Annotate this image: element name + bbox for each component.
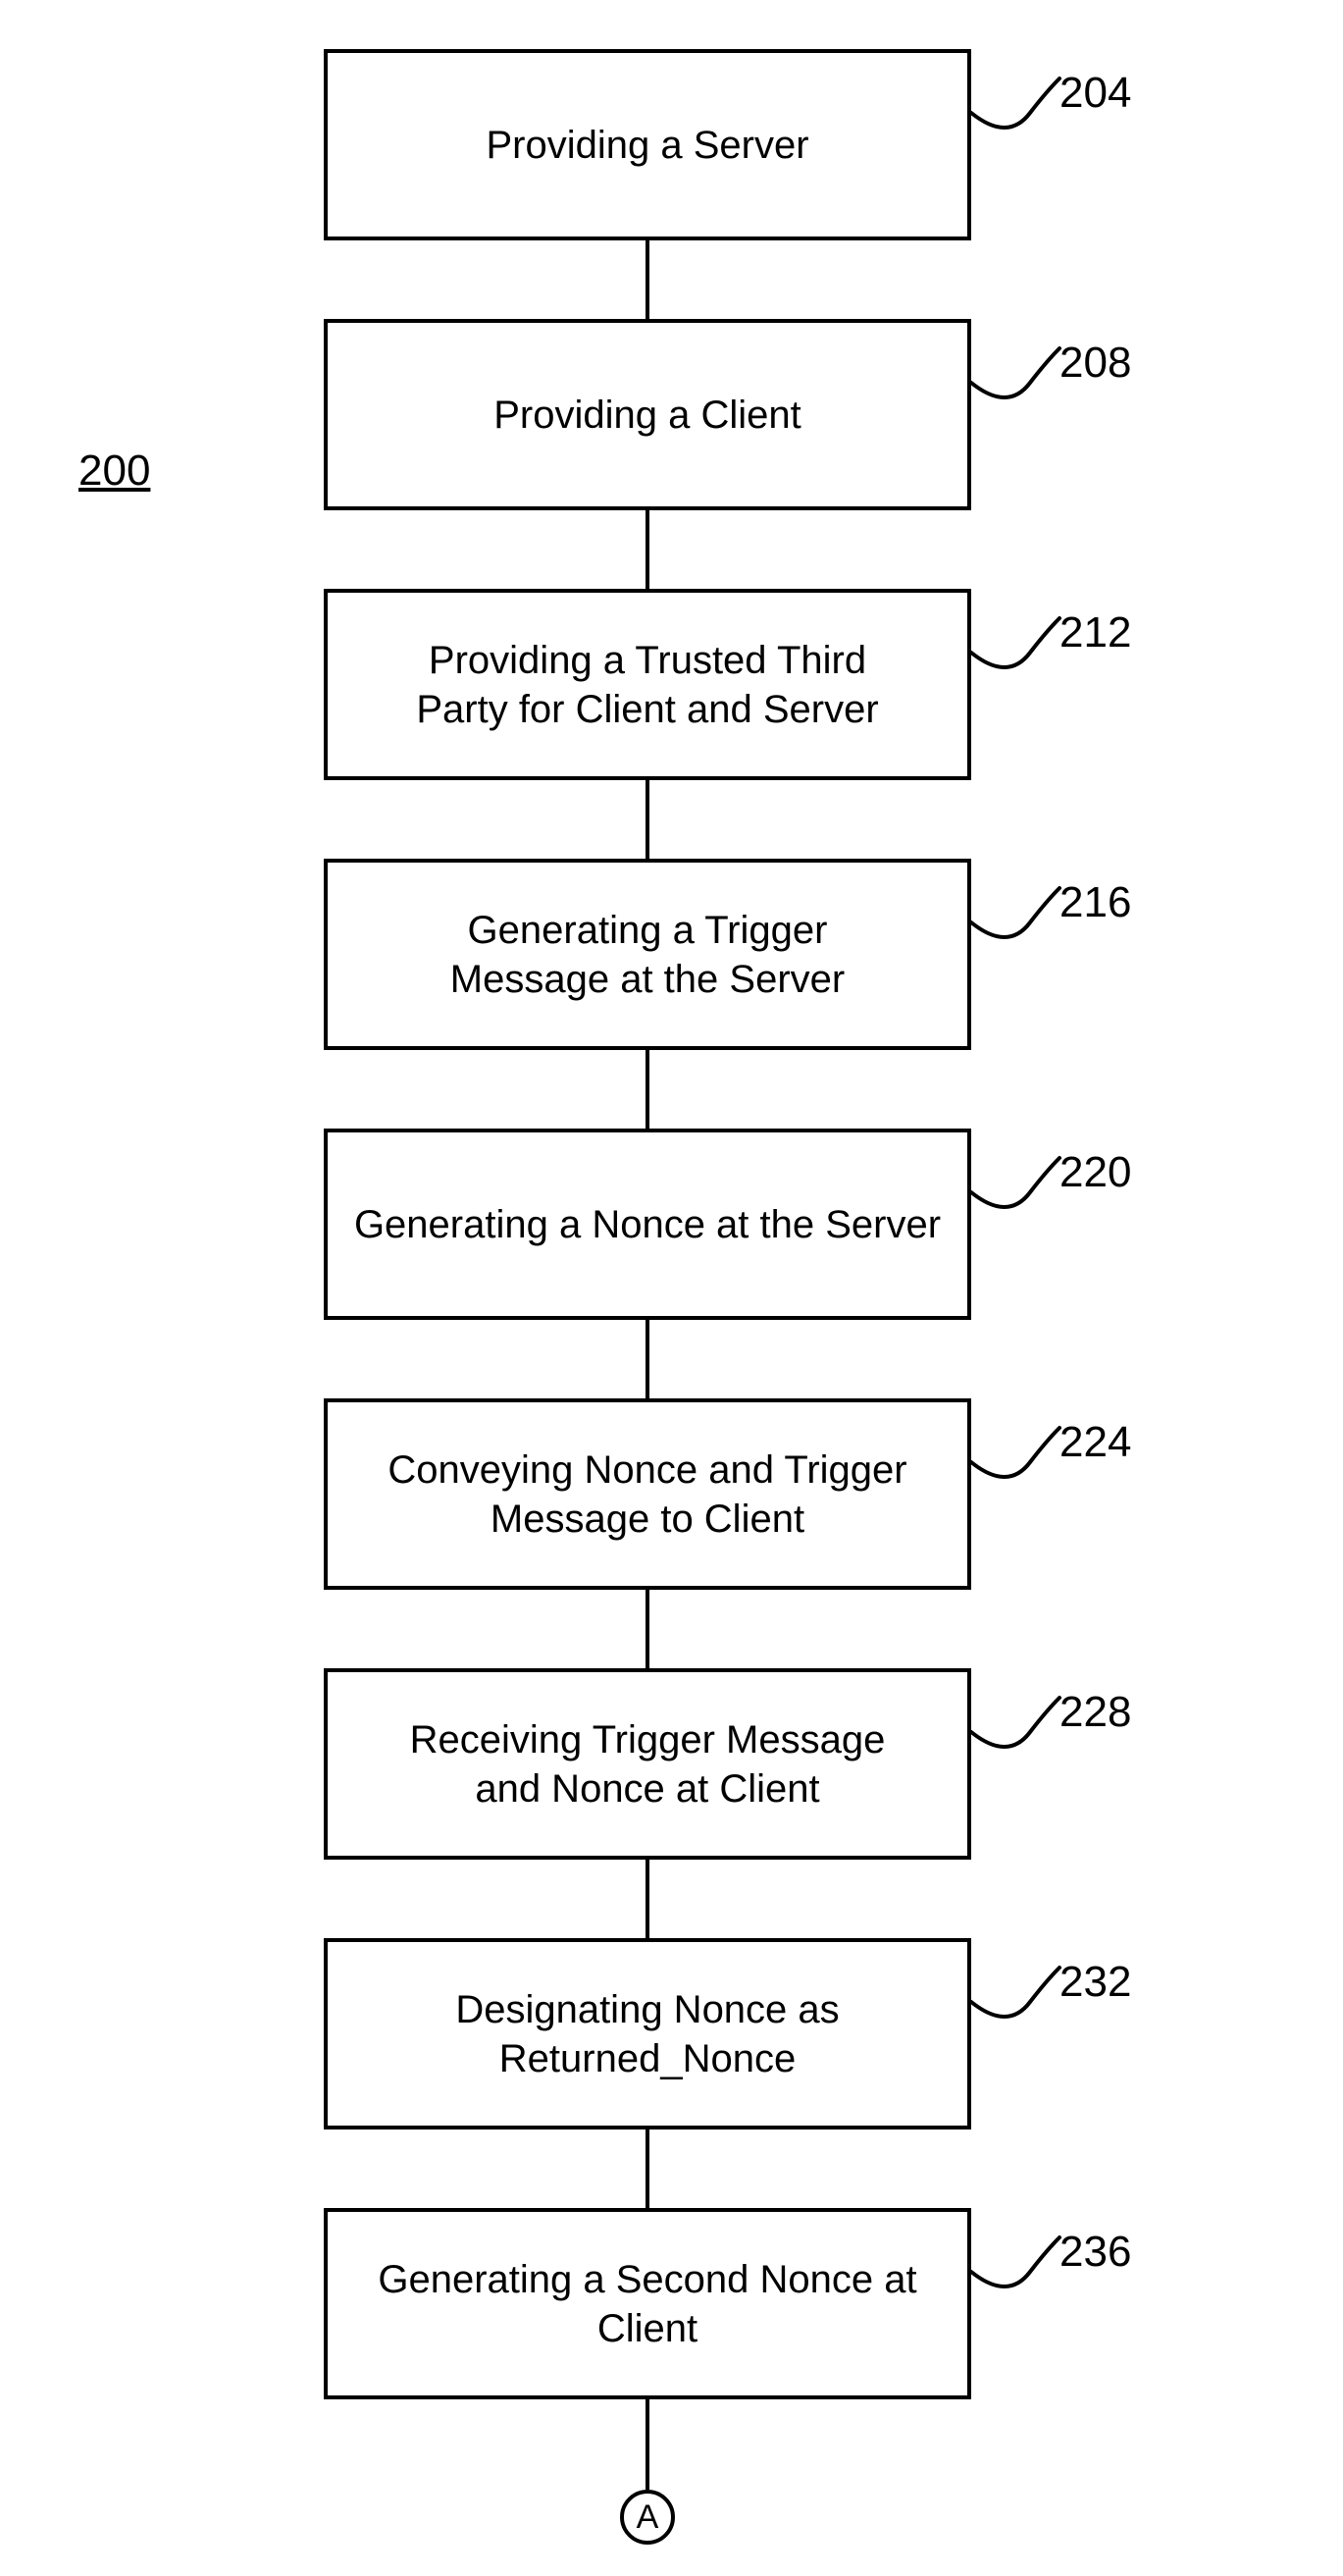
flow-step-b212: Providing a Trusted Third Party for Clie… xyxy=(324,589,971,780)
connector-232-down xyxy=(646,2129,649,2208)
connector-224-down xyxy=(646,1590,649,1668)
connector-216-down xyxy=(646,1050,649,1129)
connector-228-down xyxy=(646,1860,649,1938)
leader-curve-236 xyxy=(971,2237,1059,2306)
flow-step-b220: Generating a Nonce at the Server xyxy=(324,1129,971,1320)
off-page-connector: A xyxy=(620,2490,675,2545)
flowchart-canvas: 200 Providing a Server 204 Providing a Cli… xyxy=(0,0,1343,2576)
flow-step-b236: Generating a Second Nonce at Client xyxy=(324,2208,971,2399)
leader-curve-204 xyxy=(971,79,1059,147)
flow-step-b204: Providing a Server xyxy=(324,49,971,240)
connector-final-down xyxy=(646,2399,649,2490)
ref-number-208: 208 xyxy=(1059,339,1131,388)
ref-number-216: 216 xyxy=(1059,878,1131,927)
leader-curve-216 xyxy=(971,888,1059,957)
leader-curve-220 xyxy=(971,1158,1059,1227)
flow-step-b232: Designating Nonce as Returned_Nonce xyxy=(324,1938,971,2129)
connector-212-down xyxy=(646,780,649,859)
leader-curve-228 xyxy=(971,1698,1059,1766)
ref-number-228: 228 xyxy=(1059,1688,1131,1737)
flow-step-b216: Generating a Trigger Message at the Serv… xyxy=(324,859,971,1050)
leader-curve-212 xyxy=(971,618,1059,687)
leader-curve-208 xyxy=(971,348,1059,417)
ref-number-232: 232 xyxy=(1059,1958,1131,2007)
flow-step-b224: Conveying Nonce and Trigger Message to C… xyxy=(324,1398,971,1590)
connector-208-down xyxy=(646,510,649,589)
ref-number-204: 204 xyxy=(1059,69,1131,118)
ref-number-212: 212 xyxy=(1059,608,1131,657)
connector-220-down xyxy=(646,1320,649,1398)
flow-step-b208: Providing a Client xyxy=(324,319,971,510)
ref-number-236: 236 xyxy=(1059,2228,1131,2277)
connector-204-down xyxy=(646,240,649,319)
ref-number-224: 224 xyxy=(1059,1418,1131,1467)
ref-number-220: 220 xyxy=(1059,1148,1131,1197)
leader-curve-224 xyxy=(971,1428,1059,1497)
figure-number-label: 200 xyxy=(78,447,150,496)
flow-step-b228: Receiving Trigger Message and Nonce at C… xyxy=(324,1668,971,1860)
leader-curve-232 xyxy=(971,1968,1059,2036)
